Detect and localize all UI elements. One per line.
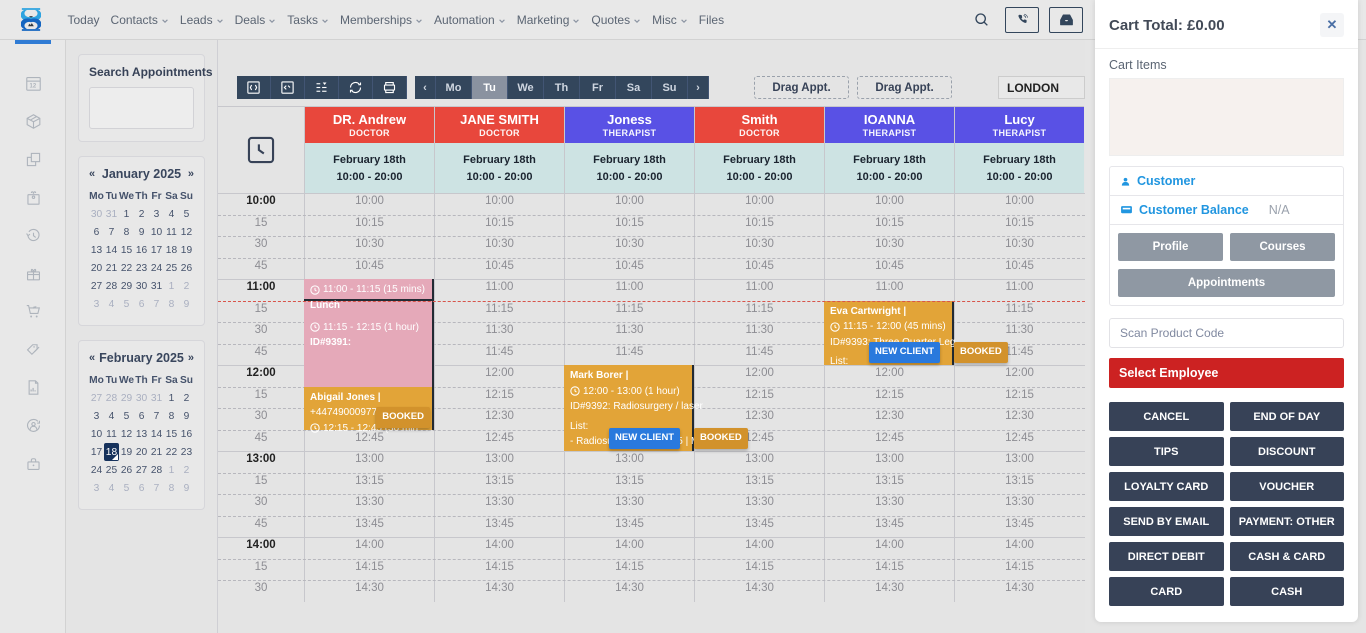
svg-text:12: 12 (29, 83, 36, 89)
